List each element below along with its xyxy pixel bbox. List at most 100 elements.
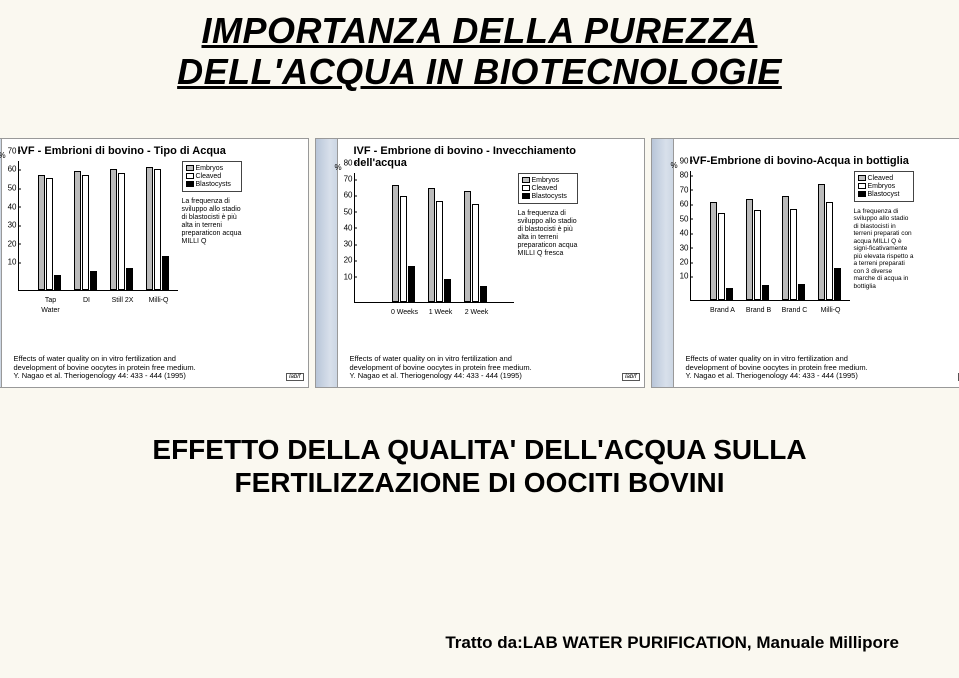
bar (400, 196, 407, 302)
chart3-legend: CleavedEmbryosBlastocyst La frequenza di… (854, 171, 914, 290)
y-tick: 80 (335, 158, 353, 167)
x-label: 1 Week (429, 309, 453, 316)
chart2-note: La frequenza di sviluppo allo stadio di … (518, 210, 578, 258)
legend-item: Cleaved (522, 185, 574, 192)
bar (746, 199, 753, 300)
legend-label: Cleaved (532, 185, 558, 192)
chart1-legend: EmbryosCleavedBlastocysts La frequenza d… (182, 161, 242, 246)
legend-swatch (858, 183, 866, 189)
chart-panel-3: IVF-Embrione di bovino-Acqua in bottigli… (673, 138, 959, 388)
bar-group (746, 199, 769, 300)
legend-label: Blastocysts (532, 193, 567, 200)
bar (472, 204, 479, 302)
x-label: Water (41, 307, 59, 314)
legend-label: Blastocysts (196, 181, 231, 188)
y-tick: 90 (671, 156, 689, 165)
title-line-1: IMPORTANZA DELLA PUREZZA (202, 10, 758, 51)
y-tick: 50 (671, 214, 689, 223)
x-label: Milli-Q (149, 297, 169, 304)
y-tick: 50 (0, 184, 17, 193)
chart3-caption: Effects of water quality on in vitro fer… (686, 355, 959, 381)
legend-swatch (186, 173, 194, 179)
legend-swatch (186, 165, 194, 171)
bar (154, 169, 161, 290)
y-tick: 60 (671, 200, 689, 209)
chart1-plot: % 10203040506070TapWaterDIStill 2XMilli-… (18, 161, 178, 291)
bar-group (818, 184, 841, 300)
bar-group (782, 196, 805, 300)
legend-item: Embryos (186, 165, 238, 172)
chart1-note: La frequenza di sviluppo allo stadio di … (182, 198, 242, 246)
brand-right: lab/f (286, 373, 303, 381)
y-tick: 60 (335, 191, 353, 200)
x-label: Brand C (782, 307, 808, 314)
y-tick: 30 (671, 243, 689, 252)
bar (834, 268, 841, 300)
chart2-caption: Effects of water quality on in vitro fer… (350, 355, 638, 381)
y-tick: 30 (0, 221, 17, 230)
legend-swatch (858, 175, 866, 181)
bar (762, 285, 769, 299)
chart2-title: IVF - Embrione di bovino - Invecchiament… (354, 145, 638, 169)
bar (710, 202, 717, 300)
subtitle: EFFETTO DELLA QUALITA' DELL'ACQUA SULLA … (0, 433, 959, 500)
chart1-caption: Effects of water quality on in vitro fer… (14, 355, 302, 381)
y-tick: 70 (671, 185, 689, 194)
page-title: IMPORTANZA DELLA PUREZZA DELL'ACQUA IN B… (0, 0, 959, 93)
bar-group (464, 191, 487, 302)
legend-label: Cleaved (868, 175, 894, 182)
y-tick: 10 (671, 272, 689, 281)
legend-item: Cleaved (186, 173, 238, 180)
bar-group (74, 171, 97, 290)
legend-label: Blastocyst (868, 191, 900, 198)
chart-panel-2: IVF - Embrione di bovino - Invecchiament… (337, 138, 645, 388)
bar (428, 188, 435, 302)
bar (464, 191, 471, 302)
bar (790, 209, 797, 300)
legend-swatch (522, 177, 530, 183)
x-label: Brand A (710, 307, 735, 314)
subtitle-line-2: FERTILIZZAZIONE DI OOCITI BOVINI (235, 467, 725, 498)
y-tick: 10 (0, 258, 17, 267)
x-label: Brand B (746, 307, 771, 314)
x-label: DI (83, 297, 90, 304)
title-line-2: DELL'ACQUA IN BIOTECNOLOGIE (177, 51, 782, 92)
y-tick: 40 (671, 229, 689, 238)
bar (82, 175, 89, 290)
chart2-legend: EmbryosCleavedBlastocysts La frequenza d… (518, 173, 578, 258)
legend-label: Embryos (532, 177, 560, 184)
bar (146, 167, 153, 290)
chart-panel-1: IVF - Embrioni di bovino - Tipo di Acqua… (1, 138, 309, 388)
bar (46, 178, 53, 289)
bar-group (428, 188, 451, 302)
x-label: Still 2X (112, 297, 134, 304)
chart2-plot: % 10203040506070800 Weeks1 Week2 Week (354, 173, 514, 303)
y-tick: 70 (335, 175, 353, 184)
y-tick: 40 (0, 202, 17, 211)
x-label: 2 Week (465, 309, 489, 316)
bar (110, 169, 117, 290)
bar (118, 173, 125, 290)
chart3-title: IVF-Embrione di bovino-Acqua in bottigli… (690, 155, 959, 167)
footer-citation: Tratto da:LAB WATER PURIFICATION, Manual… (445, 633, 899, 653)
bar (38, 175, 45, 290)
bar (162, 256, 169, 289)
legend-label: Embryos (868, 183, 896, 190)
y-tick: 20 (0, 239, 17, 248)
bar (408, 266, 415, 302)
legend-swatch (186, 181, 194, 187)
legend-item: Cleaved (858, 175, 910, 182)
legend-item: Embryos (858, 183, 910, 190)
y-tick: 40 (335, 223, 353, 232)
bar (392, 185, 399, 302)
x-label: Tap (45, 297, 56, 304)
subtitle-line-1: EFFETTO DELLA QUALITA' DELL'ACQUA SULLA (152, 434, 806, 465)
bar (826, 202, 833, 300)
legend-swatch (522, 185, 530, 191)
y-tick: 70 (0, 146, 17, 155)
bar (718, 213, 725, 300)
brand-right: lab/f (622, 373, 639, 381)
charts-row: IVF - Embrioni di bovino - Tipo di Acqua… (0, 138, 959, 388)
bar-group (110, 169, 133, 290)
y-tick: 30 (335, 240, 353, 249)
